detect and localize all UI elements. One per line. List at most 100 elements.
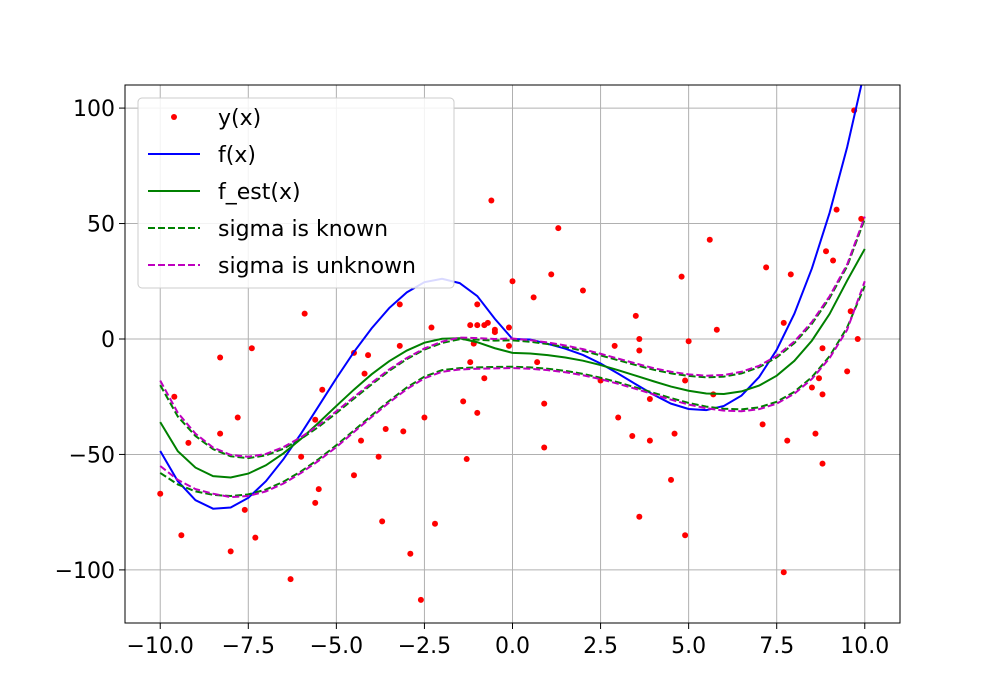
scatter-point bbox=[780, 569, 787, 576]
scatter-point bbox=[534, 359, 541, 366]
plot-data bbox=[157, 85, 866, 603]
scatter-point bbox=[819, 460, 826, 467]
x-tick-label: −5.0 bbox=[310, 634, 363, 659]
scatter-point bbox=[847, 308, 854, 315]
scatter-point bbox=[463, 456, 470, 463]
legend-entry: sigma is unknown bbox=[148, 254, 416, 279]
x-tick-label: 0.0 bbox=[495, 634, 530, 659]
scatter-point bbox=[629, 432, 636, 439]
scatter-point bbox=[815, 375, 822, 382]
scatter-point bbox=[241, 506, 248, 513]
x-tick-label: 7.5 bbox=[759, 634, 794, 659]
scatter-point bbox=[319, 386, 326, 393]
y-tick-label: −100 bbox=[55, 559, 115, 584]
scatter-point bbox=[248, 345, 255, 352]
scatter-point bbox=[432, 520, 438, 527]
scatter-point bbox=[361, 370, 368, 377]
scatter-point bbox=[808, 384, 815, 391]
scatter-point bbox=[484, 319, 491, 326]
legend-label: f_est(x) bbox=[218, 180, 301, 205]
legend-box bbox=[137, 97, 455, 289]
scatter-point bbox=[823, 248, 830, 255]
legend-entry: f(x) bbox=[148, 143, 256, 168]
series-line-sigma-is-known-upper bbox=[159, 218, 866, 460]
scatter-point bbox=[844, 368, 851, 375]
scatter-point bbox=[579, 287, 586, 294]
scatter-point bbox=[682, 377, 689, 384]
scatter-point bbox=[819, 391, 826, 398]
scatter-point bbox=[396, 342, 403, 349]
x-tick-label: 5.0 bbox=[671, 634, 706, 659]
scatter-point bbox=[632, 312, 639, 319]
scatter-point bbox=[375, 453, 382, 460]
scatter-point bbox=[636, 347, 643, 354]
scatter-point bbox=[417, 596, 424, 603]
x-tick-label: −7.5 bbox=[222, 634, 275, 659]
x-tick-label: −2.5 bbox=[398, 634, 451, 659]
scatter-point bbox=[784, 437, 791, 444]
scatter-point bbox=[706, 236, 713, 243]
scatter-point bbox=[488, 197, 495, 204]
scatter-point bbox=[763, 264, 770, 271]
scatter-point bbox=[171, 393, 178, 400]
scatter-point bbox=[555, 225, 562, 232]
scatter-point bbox=[382, 426, 389, 433]
scatter-point bbox=[530, 294, 537, 301]
legend-entry: y(x) bbox=[171, 106, 261, 131]
scatter-point bbox=[491, 329, 498, 336]
scatter-point bbox=[505, 342, 512, 349]
legend-label: f(x) bbox=[218, 143, 256, 168]
scatter-point bbox=[312, 416, 319, 423]
scatter-point bbox=[636, 513, 643, 520]
scatter-point bbox=[646, 437, 653, 444]
scatter-point bbox=[833, 206, 840, 213]
scatter-series bbox=[157, 107, 865, 603]
scatter-point bbox=[407, 550, 414, 557]
scatter-point bbox=[185, 439, 192, 446]
scatter-point bbox=[671, 430, 678, 437]
x-tick-label: −10.0 bbox=[127, 634, 194, 659]
scatter-point bbox=[541, 444, 548, 451]
scatter-point bbox=[252, 534, 259, 541]
scatter-point bbox=[467, 359, 474, 366]
axis-ticks: −10.0 −7.5 −5.0 −2.5 0.0 2.5 5.0 7.5 10.0 100 50 0 −… bbox=[55, 97, 890, 659]
y-tick-label: 50 bbox=[87, 213, 115, 238]
scatter-point bbox=[301, 310, 308, 317]
scatter-point bbox=[421, 414, 428, 421]
scatter-point bbox=[682, 532, 689, 539]
scatter-point bbox=[234, 414, 241, 421]
scatter-point bbox=[713, 326, 720, 333]
scatter-point bbox=[759, 421, 766, 428]
scatter-point bbox=[217, 354, 224, 361]
scatter-point bbox=[646, 396, 653, 403]
y-tick-label: 0 bbox=[101, 328, 115, 353]
scatter-point bbox=[474, 322, 481, 329]
scatter-point bbox=[541, 400, 548, 407]
scatter-point bbox=[780, 319, 787, 326]
scatter-point bbox=[858, 215, 865, 222]
legend-marker bbox=[171, 114, 177, 120]
scatter-point bbox=[428, 324, 435, 331]
scatter-point bbox=[611, 342, 618, 349]
scatter-point bbox=[481, 375, 488, 382]
y-tick-label: 100 bbox=[73, 97, 115, 122]
scatter-point bbox=[312, 499, 319, 506]
legend-entry: f_est(x) bbox=[148, 180, 301, 205]
x-tick-label: 2.5 bbox=[583, 634, 618, 659]
scatter-point bbox=[400, 428, 407, 435]
scatter-point bbox=[287, 576, 294, 583]
legend-label: sigma is unknown bbox=[218, 254, 416, 279]
scatter-point bbox=[474, 409, 481, 416]
scatter-point bbox=[365, 352, 372, 359]
scatter-point bbox=[548, 271, 555, 278]
scatter-point bbox=[678, 273, 685, 280]
scatter-point bbox=[615, 414, 622, 421]
scatter-point bbox=[854, 335, 861, 342]
scatter-point bbox=[505, 324, 512, 331]
scatter-point bbox=[350, 472, 357, 479]
scatter-point bbox=[685, 338, 692, 345]
scatter-point bbox=[509, 278, 516, 285]
series-line-sigma-is-unknown-upper bbox=[159, 216, 866, 458]
scatter-point bbox=[668, 476, 675, 483]
